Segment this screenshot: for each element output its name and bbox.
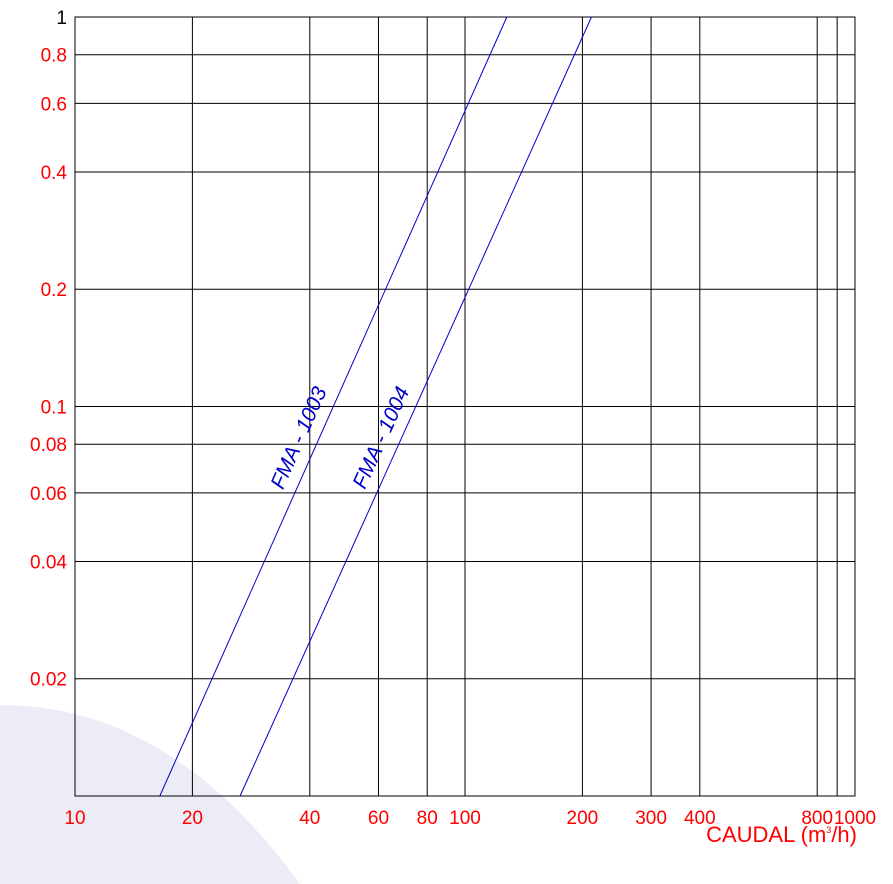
grid xyxy=(75,17,855,796)
y-tick-label: 0.2 xyxy=(41,280,67,301)
x-tick-label: 20 xyxy=(182,808,203,829)
y-tick-label: 0.8 xyxy=(41,46,67,67)
x-axis-label-main: CAUDAL (m xyxy=(706,822,827,847)
series-line xyxy=(239,16,592,797)
x-axis-label: CAUDAL (m3/h) xyxy=(706,822,857,848)
plot-frame xyxy=(74,16,856,797)
x-tick-label: 60 xyxy=(368,808,389,829)
y-tick-label: 0.08 xyxy=(30,435,67,456)
x-axis-label-superscript: 3 xyxy=(826,825,832,835)
x-tick-label: 1000 xyxy=(834,808,876,829)
x-axis-label-tail: /h) xyxy=(831,822,857,847)
x-tick-label: 200 xyxy=(567,808,599,829)
y-axis-ticks: 1 0.8 0.6 0.4 0.2 0.1 0.08 0.06 0.04 0.02 xyxy=(30,8,67,691)
x-axis-ticks: 10 20 40 60 80 100 200 300 400 800 1000 xyxy=(64,808,876,829)
x-tick-label: 10 xyxy=(64,808,85,829)
x-tick-label: 800 xyxy=(801,808,833,829)
x-tick-label: 80 xyxy=(417,808,438,829)
y-tick-label: 1 xyxy=(56,8,67,29)
series-layer xyxy=(159,16,592,797)
y-tick-label: 0.6 xyxy=(41,94,67,115)
y-tick-label: 0.1 xyxy=(41,398,67,419)
x-tick-label: 100 xyxy=(449,808,481,829)
x-tick-label: 40 xyxy=(299,808,320,829)
y-tick-label: 0.02 xyxy=(30,670,67,691)
series-label: FMA - 1004 xyxy=(348,383,414,492)
x-tick-label: 400 xyxy=(684,808,716,829)
series-line xyxy=(159,16,508,797)
y-tick-label: 0.06 xyxy=(30,484,67,505)
series-label: FMA - 1003 xyxy=(266,383,331,492)
y-tick-label: 0.04 xyxy=(30,552,67,573)
series-labels: FMA - 1003 FMA - 1004 xyxy=(266,383,414,492)
x-tick-label: 300 xyxy=(635,808,667,829)
y-tick-label: 0.4 xyxy=(41,163,68,184)
